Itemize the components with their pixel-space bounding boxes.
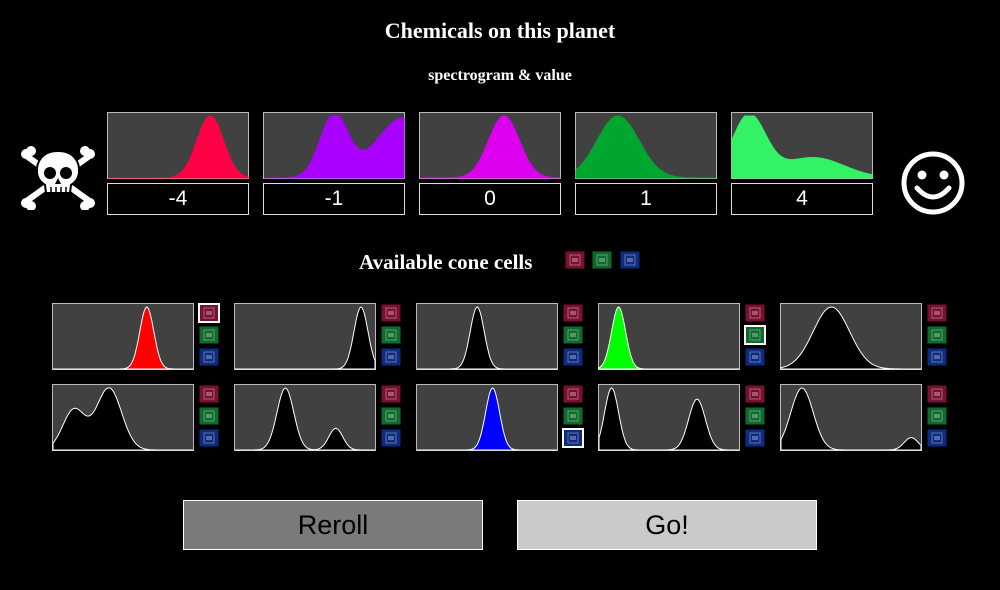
spectrum-curve <box>52 387 193 451</box>
cone-cell-spectrum <box>234 303 376 370</box>
smiley-icon <box>901 151 965 215</box>
assign-red-cone-button[interactable] <box>926 384 948 404</box>
assign-red-cone-button[interactable] <box>380 303 402 323</box>
assign-green-cone-button[interactable] <box>926 406 948 426</box>
cone-cell-spectrum <box>234 384 376 451</box>
chemical-card: 4 <box>731 112 873 215</box>
chemical-spectrogram <box>419 112 561 179</box>
assign-green-cone-button[interactable] <box>562 406 584 426</box>
assign-red-cone-button[interactable] <box>926 303 948 323</box>
assign-blue-cone-button[interactable] <box>744 428 766 448</box>
assign-blue-cone-button[interactable] <box>744 347 766 367</box>
assign-green-cone-button[interactable] <box>744 325 766 345</box>
assign-red-cone-button[interactable] <box>380 384 402 404</box>
assign-green-cone-button[interactable] <box>198 406 220 426</box>
assign-red-cone-button[interactable] <box>562 384 584 404</box>
spectrum-curve <box>780 306 921 370</box>
chemical-card: -4 <box>107 112 249 215</box>
spectrum-curve <box>264 115 405 179</box>
assign-green-cone-button[interactable] <box>744 406 766 426</box>
assign-green-cone-button[interactable] <box>380 406 402 426</box>
assign-green-cone-button[interactable] <box>380 325 402 345</box>
assign-blue-cone-button[interactable] <box>198 428 220 448</box>
assign-red-cone-button[interactable] <box>562 303 584 323</box>
assign-red-cone-button[interactable] <box>198 303 220 323</box>
cone-cell-spectrum <box>780 303 922 370</box>
spectrum-curve <box>235 306 376 370</box>
spectrum-background <box>52 303 194 370</box>
page-title: Chemicals on this planet <box>384 18 616 43</box>
spectrum-curve <box>731 115 873 179</box>
chemical-spectrogram <box>731 112 873 179</box>
assign-red-cone-button[interactable] <box>744 384 766 404</box>
legend-red-cone-icon <box>564 250 586 270</box>
chemical-spectrogram <box>263 112 405 179</box>
chemical-card: 0 <box>419 112 561 215</box>
spectrum-curve <box>108 115 249 179</box>
go-button[interactable]: Go! <box>517 500 817 550</box>
chemical-value: -1 <box>263 183 405 215</box>
assign-blue-cone-button[interactable] <box>562 347 584 367</box>
cone-cell-spectrum <box>52 384 194 451</box>
assign-red-cone-button[interactable] <box>744 303 766 323</box>
cone-cell-spectrum <box>416 384 558 451</box>
assign-green-cone-button[interactable] <box>198 325 220 345</box>
chemical-value: 1 <box>575 183 717 215</box>
legend-blue-cone-icon <box>619 250 641 270</box>
cone-cell-spectrum <box>52 303 194 370</box>
assign-blue-cone-button[interactable] <box>198 347 220 367</box>
skull-crossbones-icon <box>21 146 95 210</box>
cone-cell-spectrum <box>780 384 922 451</box>
page-subtitle: spectrogram & value <box>428 67 572 84</box>
cone-cell-spectrum <box>416 303 558 370</box>
spectrum-curve <box>598 306 739 370</box>
reroll-button[interactable]: Reroll <box>183 500 483 550</box>
assign-blue-cone-button[interactable] <box>380 428 402 448</box>
assign-blue-cone-button[interactable] <box>562 428 584 448</box>
chemical-value: -4 <box>107 183 249 215</box>
spectrum-background <box>234 384 376 451</box>
chemical-card: 1 <box>575 112 717 215</box>
assign-red-cone-button[interactable] <box>198 384 220 404</box>
assign-green-cone-button[interactable] <box>926 325 948 345</box>
chemical-value: 4 <box>731 183 873 215</box>
spectrum-curve <box>53 306 193 370</box>
spectrum-curve <box>235 387 375 451</box>
assign-blue-cone-button[interactable] <box>380 347 402 367</box>
spectrum-curve <box>780 387 922 451</box>
spectrum-curve <box>575 115 716 179</box>
spectrum-curve <box>417 387 557 451</box>
cone-cell-spectrum <box>598 303 740 370</box>
assign-green-cone-button[interactable] <box>562 325 584 345</box>
assign-blue-cone-button[interactable] <box>926 428 948 448</box>
assign-blue-cone-button[interactable] <box>926 347 948 367</box>
chemical-card: -1 <box>263 112 405 215</box>
cone-cells-heading: Available cone cells <box>359 250 533 274</box>
chemical-value: 0 <box>419 183 561 215</box>
spectrum-curve <box>417 306 557 370</box>
spectrum-curve <box>420 115 561 179</box>
legend-green-cone-icon <box>591 250 613 270</box>
spectrum-curve <box>598 387 739 451</box>
chemical-spectrogram <box>107 112 249 179</box>
cone-cell-spectrum <box>598 384 740 451</box>
chemical-spectrogram <box>575 112 717 179</box>
